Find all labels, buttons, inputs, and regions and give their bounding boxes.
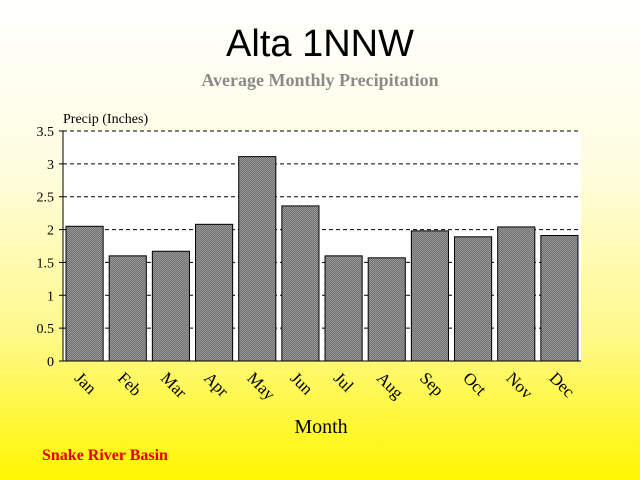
chart-title: Alta 1NNW: [226, 23, 414, 65]
y-tick-label: 2: [47, 224, 54, 239]
x-tick-label: May: [243, 368, 279, 404]
bar-mar: [151, 250, 190, 362]
x-ticks: Jan Feb Mar Apr May Jun Jul Aug Sep Oct Nov Dec: [71, 368, 579, 404]
x-tick-label: Apr: [200, 368, 232, 400]
x-tick-label: Jun: [287, 368, 317, 398]
bar-may: [238, 156, 277, 362]
x-tick-label: Jan: [71, 368, 101, 398]
x-tick-label: Mar: [157, 368, 191, 402]
bar-feb: [108, 255, 147, 362]
y-tick-label: 0: [47, 355, 54, 370]
y-tick-label: 1: [47, 289, 54, 304]
gridlines: [63, 130, 581, 329]
bar-apr: [195, 223, 234, 362]
chart-subtitle: Average Monthly Precipitation: [201, 70, 438, 90]
x-tick-label: Nov: [502, 368, 536, 402]
x-tick-label: Aug: [373, 368, 407, 402]
x-tick-label: Feb: [114, 368, 145, 399]
y-tick-label: 3: [47, 158, 54, 173]
x-axis-label: Month: [294, 416, 347, 438]
x-tick-label: Sep: [416, 368, 447, 399]
plot-area: [63, 131, 581, 361]
y-tick-label: 3.5: [37, 125, 55, 140]
bars: [65, 156, 579, 362]
bar-dec: [540, 234, 579, 362]
footer-basin-label: Snake River Basin: [42, 447, 168, 464]
x-tick-label: Dec: [546, 368, 579, 401]
bar-jun: [281, 205, 320, 362]
y-axis-label: Precip (Inches): [63, 112, 148, 127]
bar-jul: [324, 255, 363, 362]
bar-sep: [410, 230, 449, 362]
y-tick-label: 1.5: [37, 256, 55, 271]
bar-oct: [454, 236, 493, 362]
x-tick-label: Jul: [330, 368, 358, 396]
x-tick-label: Oct: [459, 368, 490, 399]
y-tick-label: 2.5: [37, 191, 55, 206]
bar-aug: [367, 257, 406, 362]
y-tick-label: 0.5: [37, 322, 55, 337]
bar-nov: [497, 226, 536, 362]
y-ticks: 0 0.5 1 1.5 2 2.5 3 3.5: [37, 125, 63, 370]
bar-jan: [65, 225, 104, 362]
